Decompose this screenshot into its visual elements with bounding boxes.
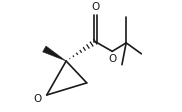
Polygon shape (43, 46, 66, 61)
Text: O: O (108, 54, 116, 64)
Text: O: O (33, 94, 41, 104)
Text: O: O (91, 2, 99, 12)
